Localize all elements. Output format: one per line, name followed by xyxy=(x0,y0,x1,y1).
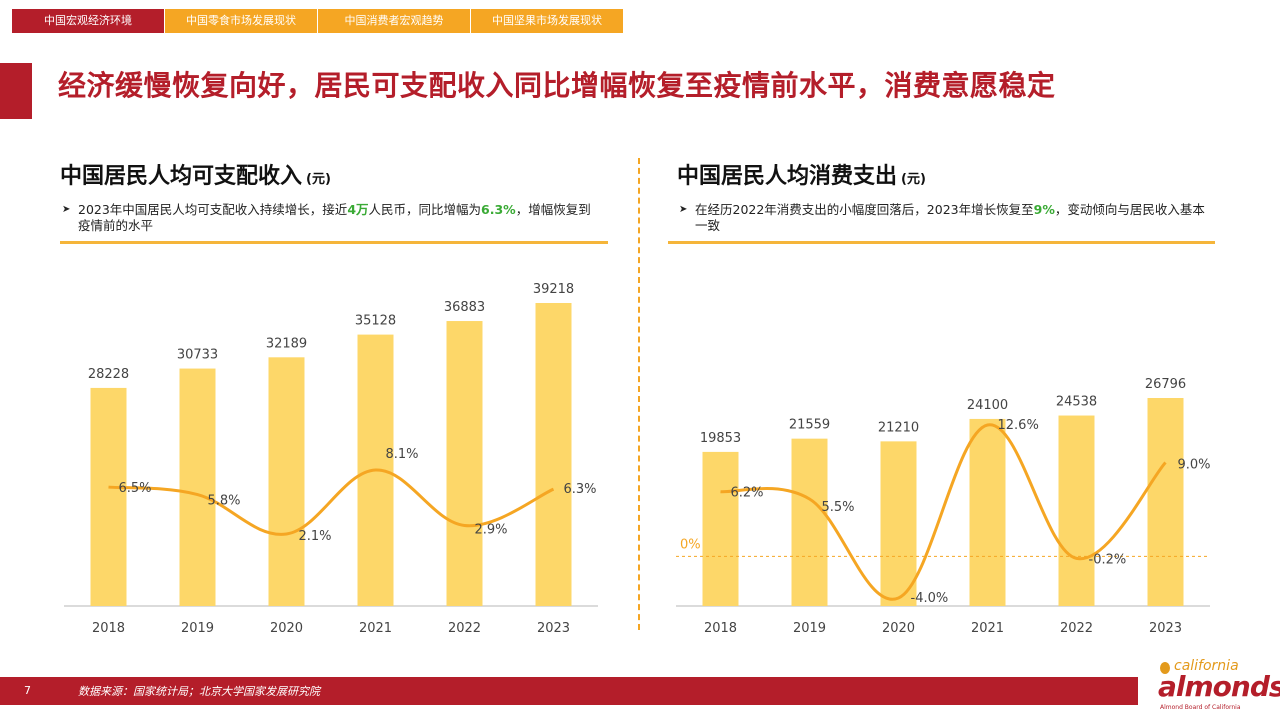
income-bar-value-label: 30733 xyxy=(177,348,218,363)
consumption-x-tick-label: 2019 xyxy=(793,621,826,636)
consumption-x-tick-label: 2023 xyxy=(1149,621,1182,636)
income-growth-line xyxy=(108,468,555,536)
left-note-highlight-2: 6.3% xyxy=(481,202,516,217)
logo-subtext: Almond Board of California xyxy=(1160,704,1241,711)
left-note-text-c: ，增幅恢复到疫情前的水平 xyxy=(78,202,591,233)
income-bar xyxy=(90,387,127,606)
income-bar-value-label: 36883 xyxy=(444,300,485,315)
income-growth-label: 2.9% xyxy=(475,522,508,537)
left-title-underline xyxy=(60,241,608,244)
page-headline: 经济缓慢恢复向好，居民可支配收入同比增幅恢复至疫情前水平，消费意愿稳定 xyxy=(58,69,1056,102)
consumption-bar xyxy=(702,451,739,606)
logo-california-text: california xyxy=(1174,658,1239,674)
income-growth-label: 6.5% xyxy=(119,481,152,496)
consumption-bar-value-label: 26796 xyxy=(1145,377,1186,392)
consumption-growth-label: -4.0% xyxy=(911,591,949,606)
income-growth-label: 6.3% xyxy=(564,482,597,497)
consumption-bar xyxy=(791,438,828,606)
left-note-highlight-1: 4万 xyxy=(347,202,369,217)
income-bar xyxy=(446,321,483,606)
consumption-x-tick-label: 2021 xyxy=(971,621,1004,636)
income-bar xyxy=(179,368,216,606)
left-note-text-b: 人民币，同比增幅为 xyxy=(368,202,482,217)
consumption-growth-label: -0.2% xyxy=(1089,552,1127,567)
data-source: 数据来源：国家统计局；北京大学国家发展研究院 xyxy=(78,685,320,698)
right-note-arrow-icon: ➤ xyxy=(679,204,688,215)
right-chart-unit: (元) xyxy=(901,172,926,187)
income-bar xyxy=(535,303,572,606)
income-growth-label: 2.1% xyxy=(299,529,332,544)
consumption-growth-label: 5.5% xyxy=(822,500,855,515)
tab-consumer-trends[interactable]: 中国消费者宏观趋势 xyxy=(318,9,470,33)
consumption-growth-line xyxy=(720,423,1167,601)
footer-bar xyxy=(0,677,1138,705)
income-bar xyxy=(268,357,305,606)
income-bar-value-label: 32189 xyxy=(266,336,307,351)
consumption-bar xyxy=(1058,415,1095,606)
almond-icon xyxy=(1160,662,1170,674)
right-title-underline xyxy=(668,241,1215,244)
income-growth-label: 5.8% xyxy=(208,494,241,509)
left-chart-unit: (元) xyxy=(306,172,331,187)
income-bar-value-label: 35128 xyxy=(355,314,396,329)
consumption-growth-label: 12.6% xyxy=(998,418,1039,433)
left-chart-title: 中国居民人均可支配收入 (元) xyxy=(60,164,331,189)
income-growth-label: 8.1% xyxy=(386,447,419,462)
california-almonds-logo: california almonds Almond Board of Calif… xyxy=(1152,656,1280,716)
left-note-arrow-icon: ➤ xyxy=(62,204,71,215)
consumption-x-tick-label: 2022 xyxy=(1060,621,1093,636)
consumption-x-tick-label: 2018 xyxy=(704,621,737,636)
consumption-bar-value-label: 24100 xyxy=(967,398,1008,413)
headline-accent-bar xyxy=(0,63,32,119)
zero-reference-label: 0% xyxy=(680,537,701,552)
right-chart-title: 中国居民人均消费支出 (元) xyxy=(677,164,926,189)
center-divider xyxy=(638,158,640,630)
right-note-highlight-1: 9% xyxy=(1033,202,1055,217)
tab-macro-economy[interactable]: 中国宏观经济环境 xyxy=(12,9,164,33)
income-x-tick-label: 2020 xyxy=(270,621,303,636)
consumption-bar xyxy=(880,441,917,606)
consumption-bar-value-label: 21210 xyxy=(878,420,919,435)
consumption-bar xyxy=(969,418,1006,606)
right-note: ➤ 在经历2022年消费支出的小幅度回落后，2023年增长恢复至9%，变动倾向与… xyxy=(679,202,1211,234)
income-bar-value-label: 39218 xyxy=(533,282,574,297)
income-x-tick-label: 2019 xyxy=(181,621,214,636)
logo-almonds-text: almonds xyxy=(1158,670,1280,703)
left-note-text-a: 2023年中国居民人均可支配收入持续增长，接近 xyxy=(78,202,348,217)
consumption-bar xyxy=(1147,398,1184,606)
consumption-x-tick-label: 2020 xyxy=(882,621,915,636)
income-x-tick-label: 2023 xyxy=(537,621,570,636)
left-note: ➤ 2023年中国居民人均可支配收入持续增长，接近4万人民币，同比增幅为6.3%… xyxy=(62,202,602,234)
right-note-text-b: ，变动倾向与居民收入基本一致 xyxy=(695,202,1205,233)
page-number: 7 xyxy=(24,684,31,697)
right-note-text-a: 在经历2022年消费支出的小幅度回落后，2023年增长恢复至 xyxy=(695,202,1034,217)
income-x-tick-label: 2018 xyxy=(92,621,125,636)
consumption-bar-value-label: 24538 xyxy=(1056,395,1097,410)
income-x-tick-label: 2021 xyxy=(359,621,392,636)
consumption-growth-label: 9.0% xyxy=(1178,458,1211,473)
tab-nut-market[interactable]: 中国坚果市场发展现状 xyxy=(471,9,623,33)
consumption-bar-value-label: 21559 xyxy=(789,418,830,433)
consumption-bar-value-label: 19853 xyxy=(700,431,741,446)
top-tabs: 中国宏观经济环境 中国零食市场发展现状 中国消费者宏观趋势 中国坚果市场发展现状 xyxy=(12,9,624,33)
income-bar-value-label: 28228 xyxy=(88,367,129,382)
consumption-growth-label: 6.2% xyxy=(731,486,764,501)
tab-snack-market[interactable]: 中国零食市场发展现状 xyxy=(165,9,317,33)
income-x-tick-label: 2022 xyxy=(448,621,481,636)
